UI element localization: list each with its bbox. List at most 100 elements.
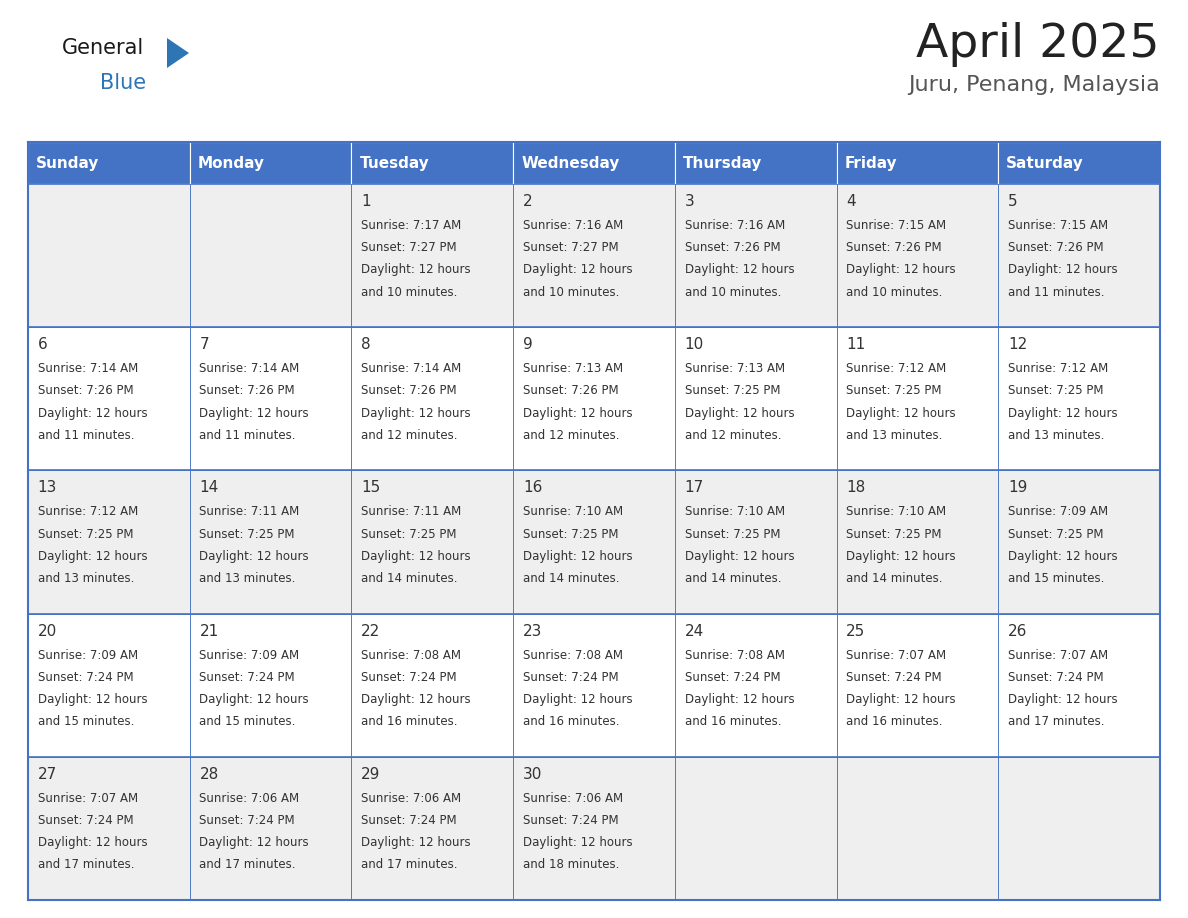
- Bar: [675, 470, 836, 613]
- Bar: [190, 470, 352, 613]
- Text: Sunrise: 7:07 AM: Sunrise: 7:07 AM: [38, 792, 138, 805]
- Text: Sunrise: 7:11 AM: Sunrise: 7:11 AM: [361, 506, 461, 519]
- Text: Sunset: 7:25 PM: Sunset: 7:25 PM: [684, 385, 781, 397]
- Text: Daylight: 12 hours: Daylight: 12 hours: [38, 550, 147, 563]
- Text: and 16 minutes.: and 16 minutes.: [846, 715, 943, 728]
- Text: 22: 22: [361, 623, 380, 639]
- Text: Sunset: 7:24 PM: Sunset: 7:24 PM: [361, 814, 456, 827]
- Text: Sunset: 7:26 PM: Sunset: 7:26 PM: [361, 385, 456, 397]
- Bar: [29, 327, 190, 470]
- Text: Sunset: 7:27 PM: Sunset: 7:27 PM: [361, 241, 456, 254]
- Text: Daylight: 12 hours: Daylight: 12 hours: [1007, 693, 1118, 706]
- Text: Daylight: 12 hours: Daylight: 12 hours: [361, 550, 470, 563]
- Bar: [352, 470, 513, 613]
- Bar: [675, 756, 836, 900]
- Bar: [998, 142, 1159, 184]
- Bar: [29, 613, 190, 756]
- Bar: [675, 327, 836, 470]
- Bar: [513, 327, 675, 470]
- Bar: [190, 613, 352, 756]
- Text: Daylight: 12 hours: Daylight: 12 hours: [38, 407, 147, 420]
- Bar: [29, 756, 190, 900]
- Text: Sunrise: 7:06 AM: Sunrise: 7:06 AM: [200, 792, 299, 805]
- Text: Sunset: 7:25 PM: Sunset: 7:25 PM: [846, 385, 942, 397]
- Text: Monday: Monday: [197, 155, 265, 171]
- Bar: [675, 142, 836, 184]
- Text: Sunrise: 7:10 AM: Sunrise: 7:10 AM: [523, 506, 623, 519]
- Bar: [190, 327, 352, 470]
- Text: 2: 2: [523, 194, 532, 209]
- Text: Sunset: 7:25 PM: Sunset: 7:25 PM: [1007, 528, 1104, 541]
- Text: and 11 minutes.: and 11 minutes.: [1007, 285, 1105, 298]
- Polygon shape: [168, 38, 189, 68]
- Text: Saturday: Saturday: [1006, 155, 1085, 171]
- Text: and 16 minutes.: and 16 minutes.: [361, 715, 457, 728]
- Text: Sunrise: 7:09 AM: Sunrise: 7:09 AM: [38, 649, 138, 662]
- Text: Sunrise: 7:12 AM: Sunrise: 7:12 AM: [846, 363, 947, 375]
- Text: Daylight: 12 hours: Daylight: 12 hours: [684, 693, 795, 706]
- Text: Sunrise: 7:11 AM: Sunrise: 7:11 AM: [200, 506, 299, 519]
- Text: and 14 minutes.: and 14 minutes.: [361, 572, 457, 585]
- Text: 3: 3: [684, 194, 694, 209]
- Text: Sunset: 7:25 PM: Sunset: 7:25 PM: [1007, 385, 1104, 397]
- Text: 6: 6: [38, 337, 48, 353]
- Bar: [190, 756, 352, 900]
- Text: and 12 minutes.: and 12 minutes.: [684, 429, 781, 442]
- Text: Sunset: 7:26 PM: Sunset: 7:26 PM: [38, 385, 133, 397]
- Text: Sunset: 7:25 PM: Sunset: 7:25 PM: [846, 528, 942, 541]
- Text: 27: 27: [38, 767, 57, 782]
- Text: 30: 30: [523, 767, 542, 782]
- Bar: [352, 142, 513, 184]
- Text: Sunrise: 7:09 AM: Sunrise: 7:09 AM: [200, 649, 299, 662]
- Text: and 15 minutes.: and 15 minutes.: [1007, 572, 1105, 585]
- Bar: [675, 184, 836, 327]
- Text: 20: 20: [38, 623, 57, 639]
- Text: Daylight: 12 hours: Daylight: 12 hours: [846, 263, 956, 276]
- Text: Sunrise: 7:12 AM: Sunrise: 7:12 AM: [38, 506, 138, 519]
- Text: and 16 minutes.: and 16 minutes.: [684, 715, 781, 728]
- Text: Daylight: 12 hours: Daylight: 12 hours: [846, 407, 956, 420]
- Text: Daylight: 12 hours: Daylight: 12 hours: [523, 550, 632, 563]
- Text: Sunrise: 7:14 AM: Sunrise: 7:14 AM: [361, 363, 461, 375]
- Text: 28: 28: [200, 767, 219, 782]
- Bar: [675, 613, 836, 756]
- Text: Daylight: 12 hours: Daylight: 12 hours: [200, 693, 309, 706]
- Text: Daylight: 12 hours: Daylight: 12 hours: [523, 836, 632, 849]
- Bar: [513, 184, 675, 327]
- Text: Sunset: 7:24 PM: Sunset: 7:24 PM: [38, 814, 133, 827]
- Text: Sunset: 7:26 PM: Sunset: 7:26 PM: [523, 385, 619, 397]
- Text: and 14 minutes.: and 14 minutes.: [523, 572, 619, 585]
- Text: Sunrise: 7:17 AM: Sunrise: 7:17 AM: [361, 219, 461, 232]
- Text: and 14 minutes.: and 14 minutes.: [846, 572, 943, 585]
- Text: and 13 minutes.: and 13 minutes.: [200, 572, 296, 585]
- Bar: [836, 142, 998, 184]
- Text: Sunset: 7:25 PM: Sunset: 7:25 PM: [200, 528, 295, 541]
- Text: Sunrise: 7:14 AM: Sunrise: 7:14 AM: [38, 363, 138, 375]
- Text: 18: 18: [846, 480, 866, 496]
- Bar: [998, 613, 1159, 756]
- Text: Sunset: 7:24 PM: Sunset: 7:24 PM: [523, 671, 619, 684]
- Text: and 13 minutes.: and 13 minutes.: [1007, 429, 1105, 442]
- Text: Sunrise: 7:08 AM: Sunrise: 7:08 AM: [684, 649, 784, 662]
- Text: Sunrise: 7:06 AM: Sunrise: 7:06 AM: [523, 792, 623, 805]
- Text: Sunset: 7:24 PM: Sunset: 7:24 PM: [1007, 671, 1104, 684]
- Text: Sunset: 7:27 PM: Sunset: 7:27 PM: [523, 241, 619, 254]
- Text: Sunday: Sunday: [36, 155, 100, 171]
- Text: 14: 14: [200, 480, 219, 496]
- Text: Daylight: 12 hours: Daylight: 12 hours: [1007, 550, 1118, 563]
- Text: General: General: [62, 38, 144, 58]
- Text: Sunrise: 7:08 AM: Sunrise: 7:08 AM: [523, 649, 623, 662]
- Text: Sunrise: 7:13 AM: Sunrise: 7:13 AM: [684, 363, 785, 375]
- Text: Sunrise: 7:10 AM: Sunrise: 7:10 AM: [846, 506, 947, 519]
- Text: Sunrise: 7:15 AM: Sunrise: 7:15 AM: [846, 219, 947, 232]
- Text: Sunset: 7:26 PM: Sunset: 7:26 PM: [684, 241, 781, 254]
- Bar: [513, 613, 675, 756]
- Bar: [513, 756, 675, 900]
- Text: and 12 minutes.: and 12 minutes.: [361, 429, 457, 442]
- Text: Sunset: 7:24 PM: Sunset: 7:24 PM: [684, 671, 781, 684]
- Text: Thursday: Thursday: [683, 155, 763, 171]
- Text: and 11 minutes.: and 11 minutes.: [200, 429, 296, 442]
- Text: Daylight: 12 hours: Daylight: 12 hours: [200, 550, 309, 563]
- Bar: [190, 142, 352, 184]
- Text: and 13 minutes.: and 13 minutes.: [38, 572, 134, 585]
